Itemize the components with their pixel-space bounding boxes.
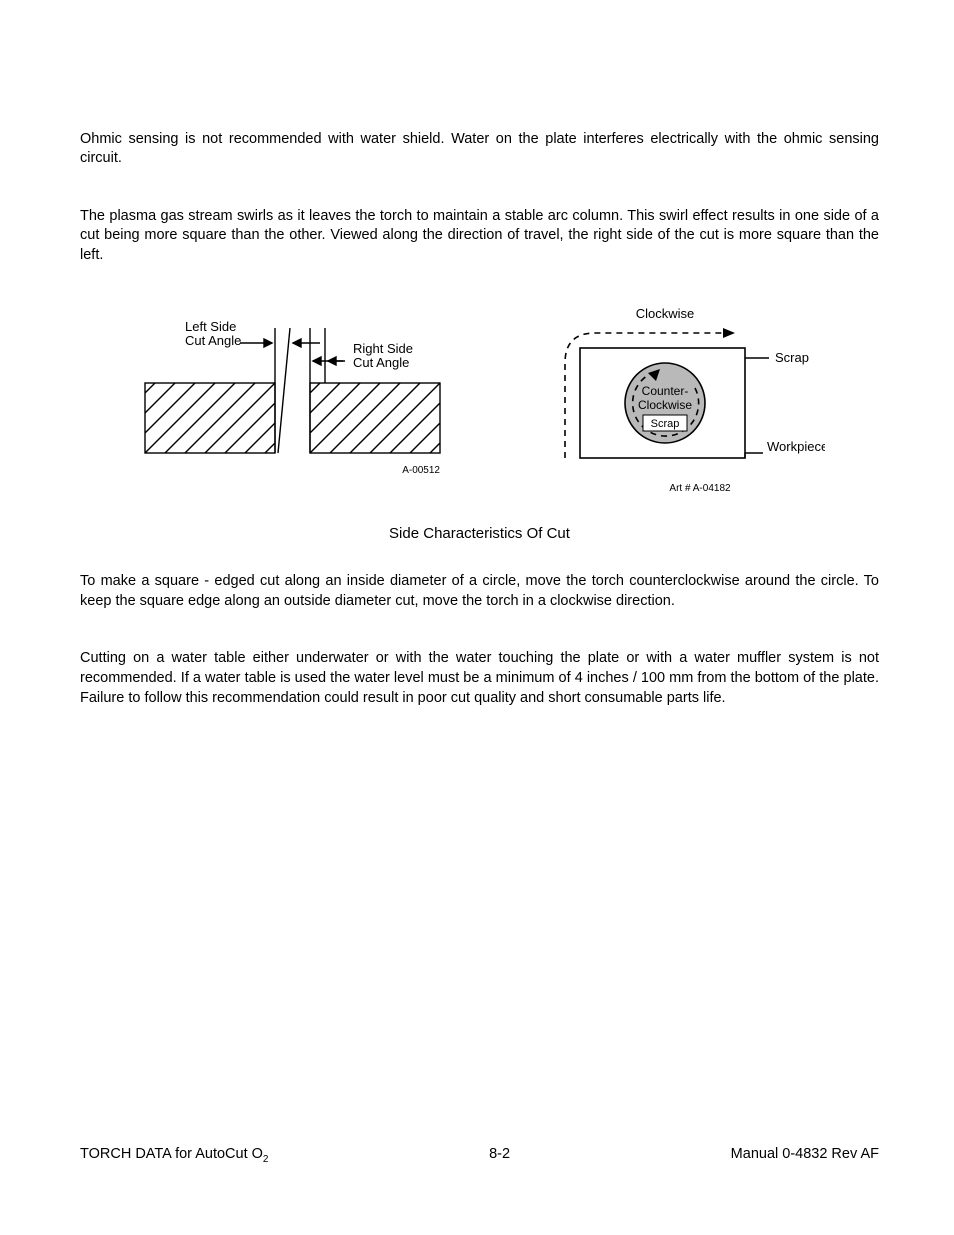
paragraph-direction: To make a square - edged cut along an in… bbox=[80, 572, 879, 611]
footer-left-text: TORCH DATA for AutoCut O bbox=[80, 1146, 263, 1162]
cut-angle-diagram: Left Side Cut Angle Right Side Cut Angle… bbox=[135, 303, 465, 483]
label-scrap-inner: Scrap bbox=[650, 418, 679, 430]
art-number-left: A-00512 bbox=[402, 465, 440, 476]
arrow-clockwise bbox=[723, 328, 735, 338]
label-clockwise: Clockwise bbox=[635, 306, 694, 321]
paragraph-water: Cutting on a water table either underwat… bbox=[80, 649, 879, 708]
art-number-right: Art # A-04182 bbox=[669, 483, 731, 494]
label-left-angle: Cut Angle bbox=[185, 333, 241, 348]
figure-row: Left Side Cut Angle Right Side Cut Angle… bbox=[80, 303, 879, 503]
footer-center: 8-2 bbox=[489, 1146, 510, 1165]
footer-left-sub: 2 bbox=[263, 1154, 269, 1165]
paragraph-swirl: The plasma gas stream swirls as it leave… bbox=[80, 207, 879, 266]
page: Ohmic sensing is not recommended with wa… bbox=[0, 0, 954, 1235]
label-right-side: Right Side bbox=[353, 341, 413, 356]
paragraph-ohmic: Ohmic sensing is not recommended with wa… bbox=[80, 130, 879, 169]
figure-left: Left Side Cut Angle Right Side Cut Angle… bbox=[135, 303, 465, 503]
label-right-angle: Cut Angle bbox=[353, 355, 409, 370]
figure-caption: Side Characteristics Of Cut bbox=[80, 525, 879, 542]
page-footer: TORCH DATA for AutoCut O2 8-2 Manual 0-4… bbox=[80, 1146, 879, 1165]
label-left-side: Left Side bbox=[185, 319, 236, 334]
label-workpiece: Workpiece bbox=[767, 439, 825, 454]
footer-left: TORCH DATA for AutoCut O2 bbox=[80, 1146, 268, 1165]
label-scrap-outer: Scrap bbox=[775, 350, 809, 365]
footer-right: Manual 0-4832 Rev AF bbox=[731, 1146, 879, 1165]
direction-diagram: Clockwise Counter- Clockwise Scrap Scrap… bbox=[535, 303, 825, 503]
figure-right: Clockwise Counter- Clockwise Scrap Scrap… bbox=[535, 303, 825, 503]
label-counter1: Counter- bbox=[641, 384, 688, 398]
label-counter2: Clockwise bbox=[637, 398, 691, 412]
